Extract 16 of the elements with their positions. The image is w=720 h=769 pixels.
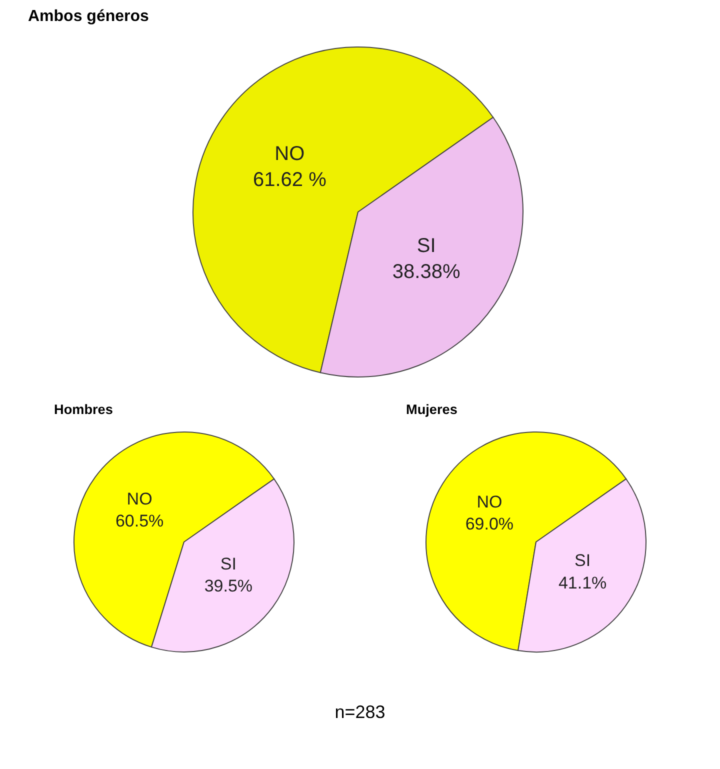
slice-label: NO <box>476 492 502 512</box>
slice-label: SI <box>416 235 436 258</box>
data-label: 61.62 % <box>252 168 327 191</box>
data-label: 38.38% <box>392 261 460 284</box>
data-label: 39.5% <box>204 576 253 596</box>
data-label: 41.1% <box>558 574 607 593</box>
slice-label: NO <box>126 490 152 509</box>
slice-label: SI <box>220 554 236 574</box>
chart-title: Hombres <box>54 402 114 419</box>
data-label: 69.0% <box>465 515 514 534</box>
slice-label: SI <box>574 552 591 571</box>
chart-title: Mujeres <box>406 402 458 419</box>
data-label: 60.5% <box>115 512 164 531</box>
slice-label: NO <box>274 142 305 165</box>
chart-title: Ambos géneros <box>28 8 150 27</box>
text: n=283 <box>334 702 386 724</box>
